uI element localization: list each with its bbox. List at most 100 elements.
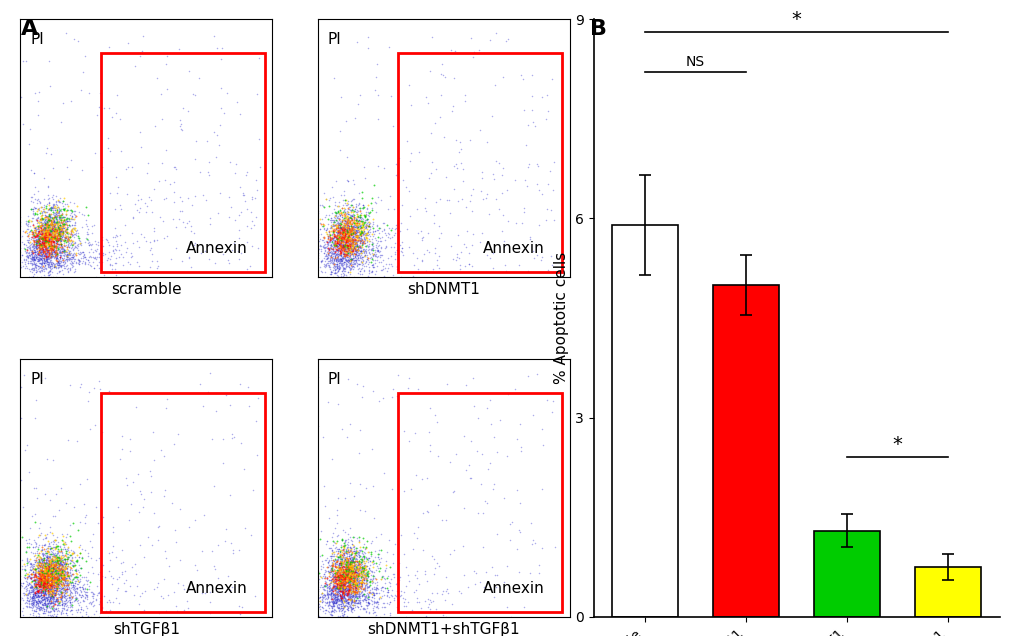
- Point: [332, 567, 348, 577]
- Point: [345, 594, 362, 604]
- Point: [54, 595, 70, 605]
- Point: [76, 259, 93, 269]
- Point: [344, 251, 361, 261]
- Point: [29, 237, 45, 247]
- Point: [339, 568, 356, 578]
- Point: [35, 607, 51, 618]
- Point: [57, 254, 73, 265]
- Point: [12, 92, 29, 102]
- Point: [350, 576, 366, 586]
- Point: [33, 225, 49, 235]
- Point: [346, 204, 363, 214]
- Point: [346, 589, 363, 599]
- Point: [464, 52, 480, 62]
- Point: [345, 567, 362, 577]
- Point: [46, 219, 62, 230]
- Point: [67, 576, 84, 586]
- Point: [380, 259, 396, 269]
- Point: [54, 209, 70, 219]
- Point: [339, 236, 356, 246]
- Point: [462, 190, 478, 200]
- Point: [316, 256, 332, 266]
- Point: [361, 234, 377, 244]
- Point: [329, 243, 345, 253]
- Point: [35, 572, 51, 583]
- Point: [34, 563, 50, 574]
- Point: [351, 255, 367, 265]
- Point: [340, 586, 357, 597]
- Point: [329, 223, 345, 233]
- Point: [40, 547, 56, 557]
- Point: [333, 244, 350, 254]
- Point: [325, 604, 341, 614]
- Point: [36, 591, 52, 602]
- Point: [327, 207, 343, 218]
- Point: [44, 192, 60, 202]
- Point: [391, 591, 408, 601]
- Point: [319, 580, 335, 590]
- Point: [348, 587, 365, 597]
- Point: [45, 203, 61, 213]
- Point: [29, 225, 45, 235]
- Point: [345, 569, 362, 579]
- Point: [367, 598, 383, 608]
- Point: [337, 534, 354, 544]
- Point: [544, 185, 560, 195]
- Point: [44, 230, 60, 240]
- Point: [460, 583, 476, 593]
- Point: [352, 205, 368, 215]
- Point: [36, 570, 52, 581]
- Point: [347, 581, 364, 591]
- Point: [339, 589, 356, 599]
- Point: [329, 233, 345, 244]
- Point: [340, 239, 357, 249]
- Point: [30, 242, 46, 252]
- Point: [54, 250, 70, 260]
- Point: [400, 242, 417, 252]
- Point: [346, 565, 363, 576]
- Point: [313, 563, 329, 574]
- Point: [31, 261, 47, 271]
- Point: [30, 204, 46, 214]
- Point: [33, 565, 49, 576]
- Point: [338, 254, 355, 265]
- Point: [81, 252, 97, 262]
- Point: [482, 252, 498, 263]
- Point: [347, 567, 364, 577]
- Point: [354, 233, 370, 244]
- Point: [32, 238, 48, 249]
- Point: [53, 116, 69, 127]
- Point: [55, 219, 71, 229]
- Point: [35, 225, 51, 235]
- Point: [346, 232, 363, 242]
- Point: [38, 577, 54, 587]
- Point: [439, 378, 455, 389]
- Point: [329, 253, 345, 263]
- Point: [341, 560, 358, 570]
- Point: [348, 561, 365, 571]
- Point: [321, 247, 337, 257]
- Point: [60, 240, 76, 250]
- Point: [313, 526, 329, 536]
- Point: [17, 251, 34, 261]
- Point: [71, 236, 88, 246]
- Point: [61, 565, 77, 575]
- Point: [59, 228, 75, 238]
- Point: [339, 574, 356, 584]
- Point: [29, 602, 45, 612]
- Point: [54, 571, 70, 581]
- Point: [55, 245, 71, 256]
- Point: [339, 605, 356, 615]
- Point: [55, 567, 71, 577]
- Point: [51, 563, 67, 574]
- Point: [60, 247, 76, 257]
- Point: [329, 589, 345, 599]
- Point: [323, 585, 339, 595]
- Point: [54, 586, 70, 597]
- Point: [433, 515, 449, 525]
- Point: [340, 212, 357, 222]
- Point: [330, 564, 346, 574]
- Point: [331, 549, 347, 559]
- Point: [46, 223, 62, 233]
- Point: [348, 220, 365, 230]
